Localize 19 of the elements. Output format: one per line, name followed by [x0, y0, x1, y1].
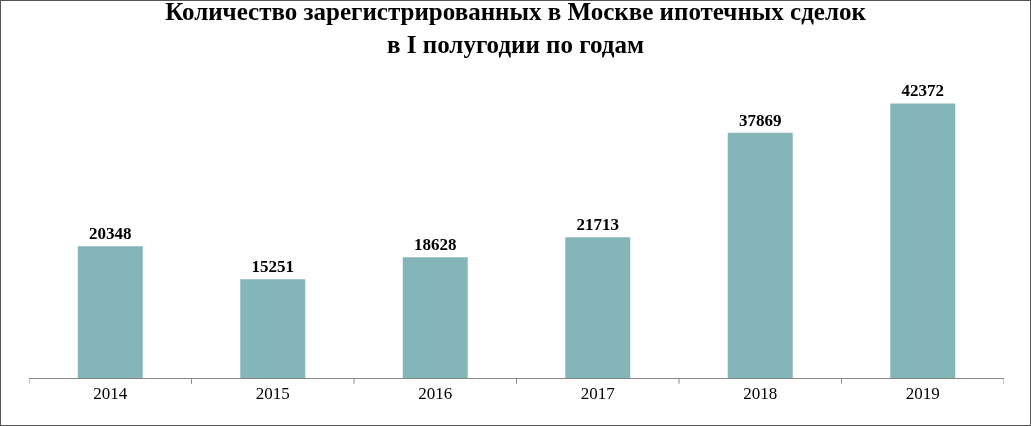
bar — [240, 279, 306, 378]
x-tick-label: 2017 — [580, 384, 616, 404]
x-tick-label: 2019 — [905, 384, 940, 404]
x-tick-label: 2016 — [418, 384, 453, 404]
x-tick-label: 2018 — [743, 384, 778, 404]
bar — [890, 103, 956, 378]
x-tick-label: 2015 — [255, 384, 290, 404]
x-tick-label: 2014 — [93, 384, 128, 404]
data-label: 37869 — [739, 110, 782, 130]
data-label: 42372 — [901, 81, 944, 101]
data-label: 20348 — [89, 224, 132, 244]
bar — [402, 257, 468, 378]
bar — [727, 132, 793, 378]
data-label: 18628 — [414, 235, 457, 255]
bar — [77, 246, 143, 378]
bar — [565, 237, 631, 378]
chart-title: Количество зарегистрированных в Москве ипотечных сделок в I полугодии по годам — [165, 0, 867, 58]
data-label: 21713 — [576, 215, 619, 235]
data-label: 15251 — [251, 257, 294, 277]
